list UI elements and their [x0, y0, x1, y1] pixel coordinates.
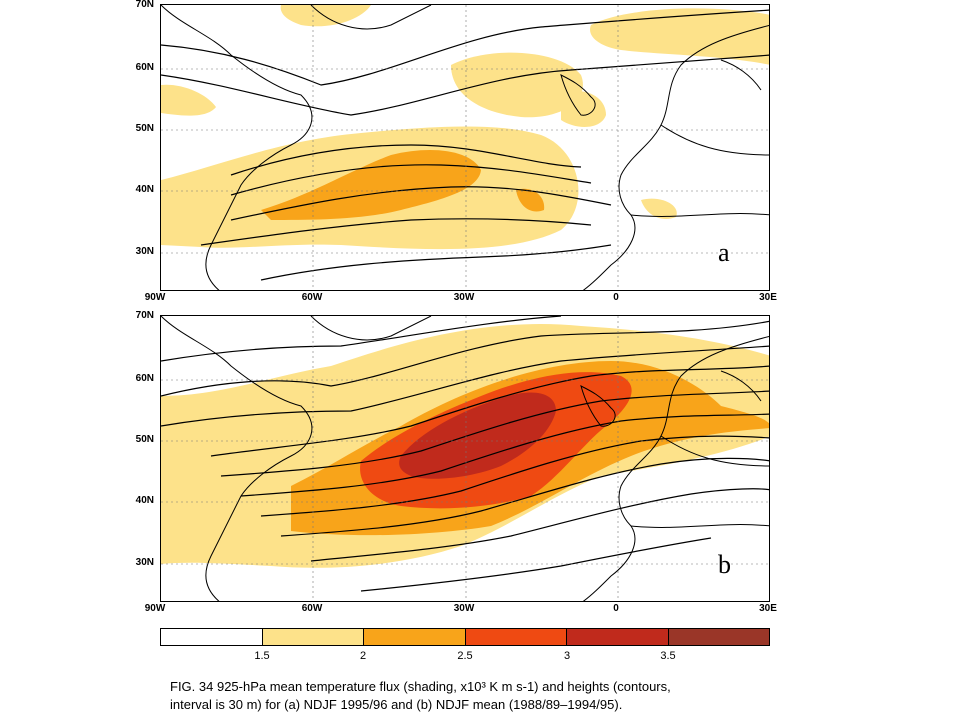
- colorbar-segment-5: [668, 629, 769, 645]
- lon-label-b-30e: 30E: [759, 603, 777, 614]
- lat-label-a-60n: 60N: [135, 62, 154, 73]
- flux-band-light-north2-a: [280, 5, 371, 27]
- colorbar-segment-0: [161, 629, 263, 645]
- colorbar-tick-2-5: 2.5: [457, 650, 473, 662]
- lat-label-a-50n: 50N: [135, 123, 154, 134]
- flux-band-light-east2-a: [641, 198, 677, 220]
- colorbar-tick-3: 3: [563, 650, 571, 662]
- colorbar-tick-2: 2: [359, 650, 367, 662]
- lat-label-a-70n: 70N: [135, 0, 154, 10]
- caption-line-2: interval is 30 m) for (a) NDJF 1995/96 a…: [170, 697, 623, 712]
- lat-label-a-40n: 40N: [135, 184, 154, 195]
- colorbar-segment-3: [465, 629, 567, 645]
- lon-label-b-60w: 60W: [301, 603, 323, 614]
- colorbar-segment-4: [567, 629, 669, 645]
- map-panel-a: [160, 4, 770, 291]
- colorbar-tick-1-5: 1.5: [254, 650, 270, 662]
- flux-band-light-west-a: [161, 84, 216, 116]
- panel-tag-a: a: [718, 238, 730, 267]
- lon-label-a-60w: 60W: [301, 292, 323, 303]
- flux-band-light-ne-a: [590, 8, 769, 65]
- flux-band-orange-east-a: [516, 188, 545, 212]
- coastlines-b: [161, 316, 769, 601]
- graticule-b: [161, 316, 769, 601]
- colorbar: [160, 628, 770, 646]
- height-contours-a: [161, 9, 769, 281]
- flux-band-darkred-b: [399, 392, 556, 479]
- lat-label-b-70n: 70N: [135, 310, 154, 321]
- colorbar-tick-3-5: 3.5: [660, 650, 676, 662]
- lat-label-b-50n: 50N: [135, 434, 154, 445]
- colorbar-segment-1: [262, 629, 364, 645]
- map-panel-a-graphic: [161, 5, 769, 290]
- figure-caption: FIG. 34 925-hPa mean temperature flux (s…: [170, 678, 830, 714]
- flux-shading-b: [161, 324, 769, 568]
- lon-label-b-30w: 30W: [453, 603, 475, 614]
- height-contours-b: [161, 316, 769, 592]
- lon-label-b-90w: 90W: [144, 603, 166, 614]
- map-panel-b-graphic: [161, 316, 769, 601]
- lon-label-a-30w: 30W: [453, 292, 475, 303]
- lon-label-a-90w: 90W: [144, 292, 166, 303]
- flux-band-light-north-a: [451, 52, 583, 118]
- lat-label-b-60n: 60N: [135, 373, 154, 384]
- colorbar-segment-2: [364, 629, 466, 645]
- coastlines-a: [161, 5, 769, 290]
- flux-shading-a: [161, 5, 769, 250]
- lon-label-b-0: 0: [613, 603, 619, 614]
- panel-tag-b: b: [718, 550, 731, 579]
- graticule-a: [161, 5, 769, 290]
- flux-band-light-east-a: [561, 91, 606, 127]
- lat-label-b-30n: 30N: [135, 557, 154, 568]
- lat-label-b-40n: 40N: [135, 495, 154, 506]
- lon-label-a-30e: 30E: [759, 292, 777, 303]
- caption-line-1: FIG. 34 925-hPa mean temperature flux (s…: [170, 679, 671, 694]
- lat-label-a-30n: 30N: [135, 246, 154, 257]
- lon-label-a-0: 0: [613, 292, 619, 303]
- map-panel-b: [160, 315, 770, 602]
